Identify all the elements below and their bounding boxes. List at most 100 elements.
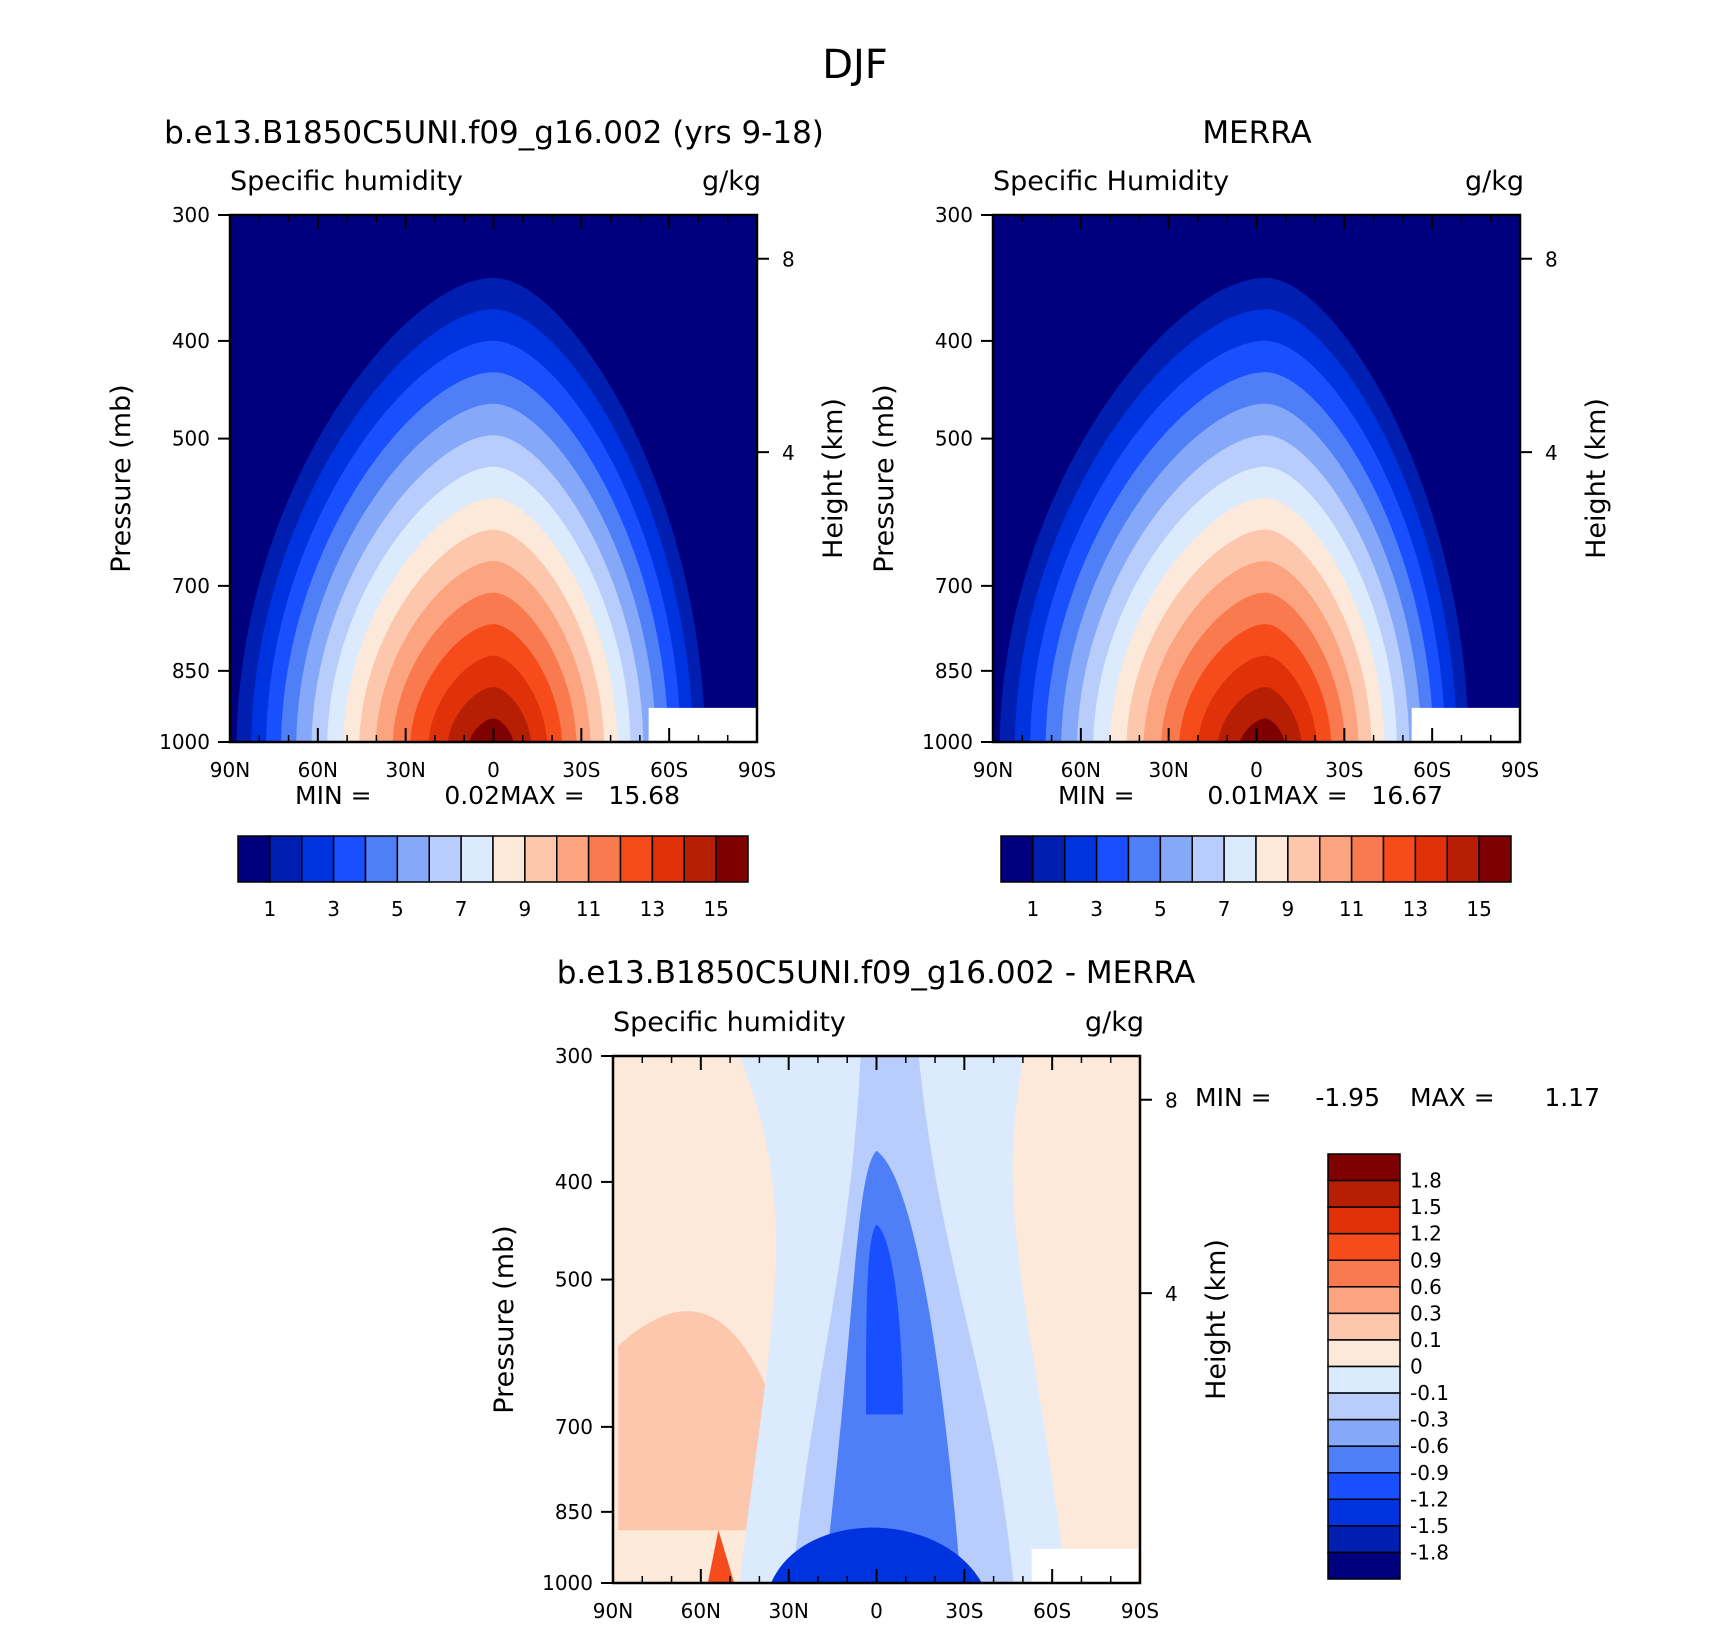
colorbar-label: 5 <box>1154 897 1167 921</box>
y-tick-label: 850 <box>172 659 210 683</box>
x-tick-label: 60N <box>1061 758 1101 782</box>
colorbar-label: 3 <box>1090 897 1103 921</box>
colorbar-label: 11 <box>576 897 601 921</box>
colorbar-box <box>1327 1525 1401 1554</box>
band-positive-spot <box>707 1530 735 1583</box>
x-tick-label: 60N <box>681 1599 721 1621</box>
colorbar-box <box>1327 1472 1401 1501</box>
colorbar-box <box>1000 835 1034 883</box>
colorbar-box <box>1287 835 1321 883</box>
panel-3: b.e13.B1850C5UNI.f09_g16.002 - MERRA Spec… <box>489 955 1600 1623</box>
colorbar-box <box>1327 1392 1401 1421</box>
y-tick-label: 500 <box>172 427 210 451</box>
x-tick-label: 90N <box>973 758 1013 782</box>
colorbar-box <box>587 835 622 883</box>
colorbar-box <box>1446 835 1480 883</box>
colorbar-box <box>1327 1259 1401 1288</box>
colorbar-box <box>1414 835 1448 883</box>
height-tick-label: 8 <box>782 248 795 272</box>
colorbar-box <box>556 835 590 883</box>
x-tick-label: 60N <box>298 758 338 782</box>
band-negative-surface <box>771 1527 982 1583</box>
colorbar-label: 1.2 <box>1410 1222 1442 1246</box>
colorbar-box <box>715 835 749 883</box>
y-tick-label: 500 <box>935 427 973 451</box>
x-tick-label: 0 <box>487 758 500 782</box>
band-15 <box>469 718 514 742</box>
colorbar-label: 1 <box>264 897 277 921</box>
colorbar-label: 0 <box>1410 1355 1423 1379</box>
colorbar-label: -1.5 <box>1410 1514 1449 1538</box>
x-tick-label: 60S <box>1033 1599 1071 1621</box>
colorbar-label: 9 <box>519 897 532 921</box>
colorbar-box <box>1382 835 1417 883</box>
colorbar-box <box>332 835 367 883</box>
height-tick-label: 4 <box>1545 441 1558 465</box>
min-value: 0.02 <box>444 781 500 810</box>
x-tick-label: 90N <box>593 1599 633 1621</box>
x-tick-label: 90S <box>738 758 776 782</box>
min-label: MIN = <box>1058 781 1135 810</box>
height-tick-label: 4 <box>782 441 795 465</box>
band-14 <box>1218 687 1302 742</box>
colorbar-label: 15 <box>703 897 728 921</box>
panel-title: b.e13.B1850C5UNI.f09_g16.002 - MERRA <box>557 955 1196 991</box>
missing-data-mask <box>1411 707 1519 742</box>
colorbar-label: 13 <box>640 897 665 921</box>
colorbar-box <box>1327 1179 1401 1208</box>
min-label: MIN = <box>1195 1083 1272 1112</box>
y-tick-label: 400 <box>555 1170 593 1194</box>
x-tick-label: 90S <box>1121 1599 1159 1621</box>
colorbar-box <box>364 835 399 883</box>
colorbar-label: 0.3 <box>1410 1301 1442 1325</box>
y-tick-label: 500 <box>555 1268 593 1292</box>
colorbar-box <box>683 835 717 883</box>
max-value: 1.17 <box>1544 1083 1600 1112</box>
band-positive-north <box>618 1311 798 1531</box>
max-value: 15.68 <box>608 781 680 810</box>
contour-field <box>993 215 1520 742</box>
colorbar-box <box>619 835 654 883</box>
y-tick-label: 850 <box>935 659 973 683</box>
colorbar-box <box>1327 1153 1401 1182</box>
colorbar-label: 0.6 <box>1410 1275 1442 1299</box>
panel-title: MERRA <box>1202 115 1311 151</box>
y-axis-label: Pressure (mb) <box>106 384 137 572</box>
colorbar-label: -1.8 <box>1410 1540 1449 1564</box>
y-tick-label: 700 <box>555 1415 593 1439</box>
y-tick-label: 400 <box>172 329 210 353</box>
x-tick-label: 60S <box>1413 758 1451 782</box>
x-tick-label: 90N <box>210 758 250 782</box>
colorbar-box <box>1032 835 1066 883</box>
panel-2: MERRA Specific Humidity g/kg 90N 60N 30N 0 30S 6… <box>869 115 1612 921</box>
y-tick-label: 1000 <box>542 1571 593 1595</box>
colorbar-label: 11 <box>1339 897 1364 921</box>
colorbar-label: 7 <box>1218 897 1231 921</box>
x-tick-label: 30S <box>562 758 600 782</box>
colorbar-box <box>1327 1365 1401 1394</box>
colorbar-box <box>1319 835 1353 883</box>
missing-data-mask <box>648 707 756 742</box>
colorbar-label: -0.6 <box>1410 1434 1449 1458</box>
colorbar-box <box>1350 835 1385 883</box>
units-label: g/kg <box>1085 1007 1144 1038</box>
missing-data-mask <box>1031 1548 1138 1583</box>
field-label: Specific humidity <box>230 166 463 197</box>
band-15 <box>1240 718 1285 742</box>
x-tick-label: 90S <box>1501 758 1539 782</box>
colorbar-box <box>1191 835 1225 883</box>
field-label: Specific humidity <box>613 1007 846 1038</box>
min-label: MIN = <box>295 781 372 810</box>
colorbar-label: 1.8 <box>1410 1169 1442 1193</box>
y-tick-label: 700 <box>172 574 210 598</box>
panel-title: b.e13.B1850C5UNI.f09_g16.002 (yrs 9-18) <box>164 115 824 151</box>
y-tick-label: 400 <box>935 329 973 353</box>
x-tick-label: 30N <box>1148 758 1188 782</box>
x-tick-label: 30S <box>1325 758 1363 782</box>
y-tick-label: 700 <box>935 574 973 598</box>
max-label: MAX = <box>500 781 585 810</box>
colorbar-box <box>1223 835 1257 883</box>
units-label: g/kg <box>1465 166 1524 197</box>
height-tick-label: 8 <box>1545 248 1558 272</box>
colorbar-box <box>1327 1312 1401 1341</box>
